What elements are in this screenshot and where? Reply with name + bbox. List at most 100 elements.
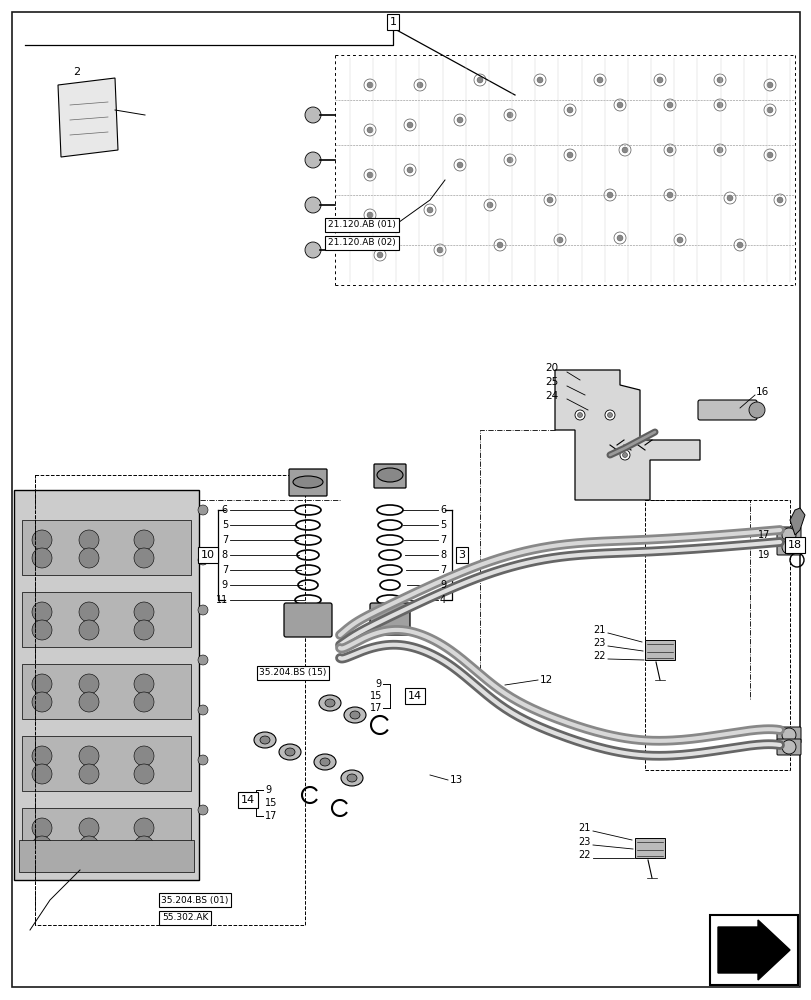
Circle shape [781,528,795,542]
Text: 13: 13 [449,775,463,785]
Bar [22,808,191,863]
Circle shape [487,202,492,208]
Circle shape [457,162,462,168]
Circle shape [134,548,154,568]
Bar [35,475,305,925]
Text: 7: 7 [221,535,228,545]
Circle shape [781,740,795,754]
Circle shape [79,818,99,838]
Circle shape [79,746,99,766]
Circle shape [79,602,99,622]
Circle shape [566,152,573,158]
Ellipse shape [341,770,363,786]
Ellipse shape [254,732,276,748]
Circle shape [781,540,795,554]
Circle shape [367,212,372,218]
Circle shape [666,192,672,198]
Text: 19: 19 [757,550,769,560]
Circle shape [32,692,52,712]
FancyBboxPatch shape [289,469,327,496]
Circle shape [622,452,627,458]
Circle shape [79,674,99,694]
Bar [644,640,674,660]
Text: 5: 5 [221,520,228,530]
Circle shape [305,242,320,258]
Circle shape [776,197,782,203]
Circle shape [496,242,502,248]
Circle shape [32,836,52,856]
Circle shape [376,252,383,258]
Circle shape [32,764,52,784]
FancyBboxPatch shape [370,603,410,635]
Text: 7: 7 [440,535,446,545]
Text: 8: 8 [221,550,228,560]
Circle shape [134,764,154,784]
Circle shape [79,764,99,784]
Ellipse shape [324,699,335,707]
Circle shape [716,102,722,108]
Circle shape [134,620,154,640]
Circle shape [32,674,52,694]
Text: 7: 7 [440,565,446,575]
Circle shape [556,237,562,243]
FancyBboxPatch shape [697,400,756,420]
Bar [19,840,194,872]
Text: 7: 7 [221,565,228,575]
Ellipse shape [260,736,270,744]
Text: 22: 22 [577,850,590,860]
Circle shape [417,82,423,88]
Circle shape [198,705,208,715]
Text: 3: 3 [458,550,465,560]
Circle shape [367,172,372,178]
Text: 17: 17 [369,703,381,713]
Circle shape [547,197,552,203]
Bar [14,490,199,880]
Circle shape [766,82,772,88]
Circle shape [198,655,208,665]
Text: 14: 14 [407,691,422,701]
Text: 14: 14 [241,795,255,805]
Ellipse shape [320,758,329,766]
Circle shape [666,102,672,108]
Polygon shape [58,78,118,157]
Circle shape [32,818,52,838]
Bar [22,520,191,575]
Text: 25: 25 [544,377,558,387]
Circle shape [406,167,413,173]
Text: 17: 17 [757,530,769,540]
Text: 22: 22 [593,651,605,661]
Bar [634,838,664,858]
Text: 9: 9 [221,580,228,590]
Text: 15: 15 [264,798,277,808]
Text: 16: 16 [755,387,768,397]
Circle shape [607,192,612,198]
Text: 8: 8 [440,550,445,560]
Circle shape [79,836,99,856]
Text: 55.302.AK: 55.302.AK [161,914,208,922]
Circle shape [367,82,372,88]
Circle shape [198,555,208,565]
Circle shape [406,122,413,128]
Text: 21.120.AB (01): 21.120.AB (01) [328,221,396,230]
Circle shape [134,692,154,712]
Circle shape [604,410,614,420]
Bar [644,500,789,770]
FancyBboxPatch shape [776,727,800,743]
Circle shape [596,77,603,83]
Circle shape [305,152,320,168]
Polygon shape [789,508,804,535]
Ellipse shape [344,707,366,723]
Text: 9: 9 [264,785,271,795]
Circle shape [32,746,52,766]
Circle shape [79,692,99,712]
Circle shape [305,107,320,123]
Text: 12: 12 [539,675,552,685]
Text: 23: 23 [593,638,605,648]
Text: 21.120.AB (02): 21.120.AB (02) [328,238,396,247]
Circle shape [676,237,682,243]
Bar [22,592,191,647]
Text: 9: 9 [440,580,445,590]
Circle shape [716,77,722,83]
Circle shape [577,412,581,418]
Text: 35.204.BS (01): 35.204.BS (01) [161,896,229,904]
